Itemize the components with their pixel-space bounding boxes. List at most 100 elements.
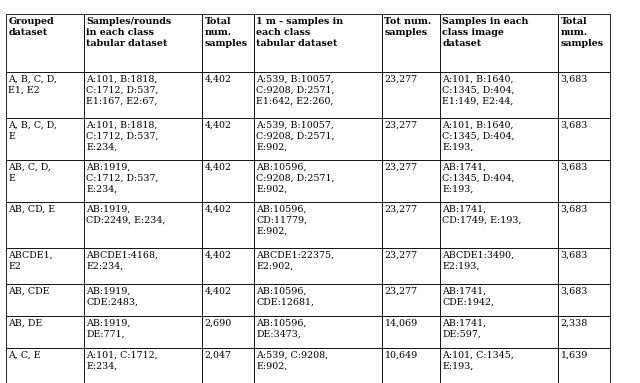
Bar [84,72,202,118]
Text: A:101, C:1712,
E:234,: A:101, C:1712, E:234, [86,350,158,371]
Bar [440,14,558,72]
Bar [440,316,558,348]
Text: 1,639: 1,639 [561,350,588,360]
Text: Total
num.
samples: Total num. samples [205,16,248,48]
Bar [440,72,558,118]
Bar [6,248,84,284]
Bar [6,348,84,383]
Bar [382,72,440,118]
Text: A:101, B:1640,
C:1345, D:404,
E1:149, E2:44,: A:101, B:1640, C:1345, D:404, E1:149, E2… [442,75,515,106]
Bar [254,248,382,284]
Text: A:101, B:1818,
C:1712, D:537,
E1:167, E2:67,: A:101, B:1818, C:1712, D:537, E1:167, E2… [86,75,159,106]
Bar [84,316,202,348]
Text: AB, DE: AB, DE [8,319,43,327]
Text: Tot num.
samples: Tot num. samples [385,16,432,37]
Bar [440,248,558,284]
Text: AB:10596,
C:9208, D:2571,
E:902,: AB:10596, C:9208, D:2571, E:902, [257,162,335,194]
Bar [558,348,610,383]
Bar [84,248,202,284]
Text: 4,402: 4,402 [205,75,232,83]
Bar [202,248,254,284]
Bar [254,284,382,316]
Text: A, C, E: A, C, E [8,350,41,360]
Text: AB:1919,
CD:2249, E:234,: AB:1919, CD:2249, E:234, [86,205,166,224]
Text: AB:1919,
DE:771,: AB:1919, DE:771, [86,319,131,339]
Bar [254,72,382,118]
Text: AB:10596,
DE:3473,: AB:10596, DE:3473, [257,319,307,339]
Bar [254,118,382,160]
Text: Samples in each
class image
dataset: Samples in each class image dataset [442,16,529,48]
Bar [254,348,382,383]
Bar [254,160,382,202]
Text: A:101, B:1818,
C:1712, D:537,
E:234,: A:101, B:1818, C:1712, D:537, E:234, [86,121,159,152]
Text: AB:1741,
CD:1749, E:193,: AB:1741, CD:1749, E:193, [442,205,522,224]
Text: AB:1741,
CDE:1942,: AB:1741, CDE:1942, [442,286,495,307]
Text: AB:1741,
DE:597,: AB:1741, DE:597, [442,319,486,339]
Bar [84,14,202,72]
Text: 10,649: 10,649 [385,350,418,360]
Bar [254,202,382,248]
Text: 2,338: 2,338 [561,319,588,327]
Bar [202,348,254,383]
Bar [6,160,84,202]
Text: 2,690: 2,690 [205,319,232,327]
Text: AB, CDE: AB, CDE [8,286,50,296]
Text: AB:1919,
CDE:2483,: AB:1919, CDE:2483, [86,286,138,307]
Text: 3,683: 3,683 [561,75,588,83]
Bar [254,316,382,348]
Bar [382,348,440,383]
Text: AB:10596,
CDE:12681,: AB:10596, CDE:12681, [257,286,314,307]
Bar [202,14,254,72]
Bar [84,284,202,316]
Text: Total
num.
samples: Total num. samples [561,16,604,48]
Text: ABCDE1,
E2: ABCDE1, E2 [8,250,53,271]
Bar [558,284,610,316]
Text: A, B, C, D,
E1, E2: A, B, C, D, E1, E2 [8,75,58,95]
Bar [6,72,84,118]
Bar [558,14,610,72]
Bar [202,160,254,202]
Text: 4,402: 4,402 [205,286,232,296]
Text: 23,277: 23,277 [385,121,418,129]
Bar [382,316,440,348]
Text: AB:10596,
CD:11779,
E:902,: AB:10596, CD:11779, E:902, [257,205,308,236]
Text: ABCDE1:3490,
E2:193,: ABCDE1:3490, E2:193, [442,250,515,271]
Text: 14,069: 14,069 [385,319,418,327]
Bar [382,160,440,202]
Bar [6,118,84,160]
Text: AB:1741,
C:1345, D:404,
E:193,: AB:1741, C:1345, D:404, E:193, [442,162,515,194]
Text: A:539, C:9208,
E:902,: A:539, C:9208, E:902, [257,350,328,371]
Bar [202,202,254,248]
Bar [382,202,440,248]
Text: 4,402: 4,402 [205,121,232,129]
Text: Grouped
dataset: Grouped dataset [8,16,54,37]
Text: AB, C, D,
E: AB, C, D, E [8,162,51,183]
Text: A:539, B:10057,
C:9208, D:2571,
E:902,: A:539, B:10057, C:9208, D:2571, E:902, [257,121,335,152]
Text: ABCDE1:4168,
E2:234,: ABCDE1:4168, E2:234, [86,250,159,271]
Bar [6,284,84,316]
Bar [254,14,382,72]
Bar [440,284,558,316]
Bar [202,284,254,316]
Bar [382,248,440,284]
Bar [440,160,558,202]
Bar [6,316,84,348]
Text: 3,683: 3,683 [561,205,588,213]
Text: 3,683: 3,683 [561,286,588,296]
Bar [382,284,440,316]
Text: A:101, C:1345,
E:193,: A:101, C:1345, E:193, [442,350,515,371]
Text: AB:1919,
C:1712, D:537,
E:234,: AB:1919, C:1712, D:537, E:234, [86,162,159,194]
Bar [382,14,440,72]
Text: 2,047: 2,047 [205,350,232,360]
Text: 23,277: 23,277 [385,205,418,213]
Bar [202,72,254,118]
Bar [440,202,558,248]
Text: 23,277: 23,277 [385,75,418,83]
Bar [558,118,610,160]
Text: AB, CD, E: AB, CD, E [8,205,56,213]
Text: Samples/rounds
in each class
tabular dataset: Samples/rounds in each class tabular dat… [86,16,172,48]
Text: A:101, B:1640,
C:1345, D:404,
E:193,: A:101, B:1640, C:1345, D:404, E:193, [442,121,515,152]
Bar [6,14,84,72]
Bar [84,118,202,160]
Text: ABCDE1:22375,
E2:902,: ABCDE1:22375, E2:902, [257,250,335,271]
